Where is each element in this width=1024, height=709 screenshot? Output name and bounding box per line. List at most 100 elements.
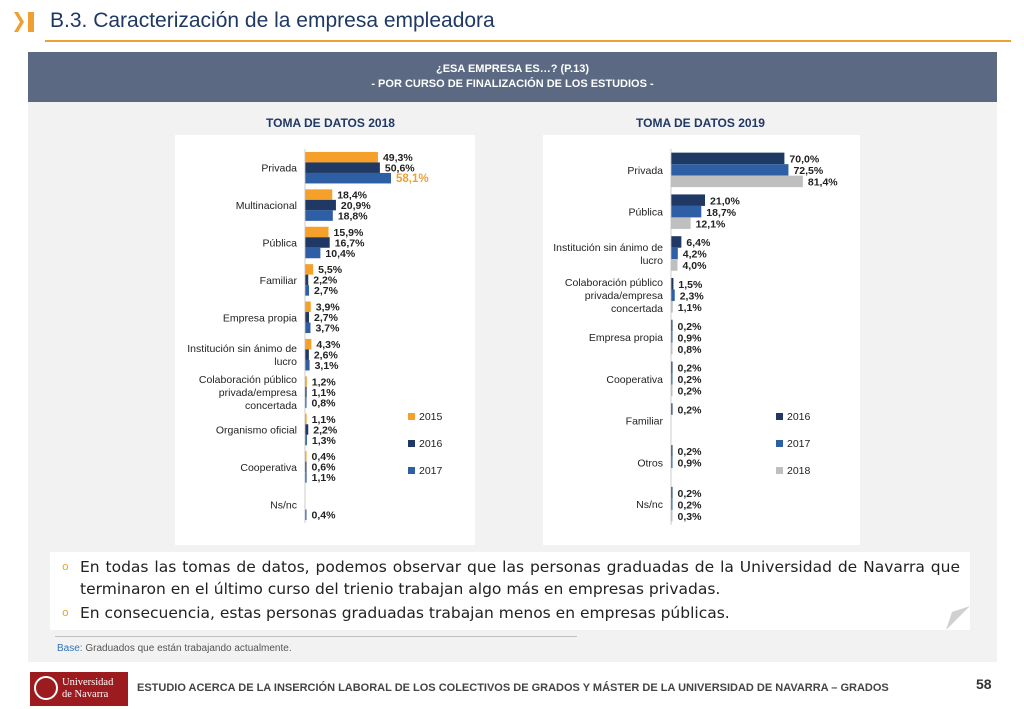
bar-2017-privada: [671, 164, 789, 176]
category-label-organismo-oficial: Organismo oficial: [216, 425, 297, 437]
category-label-multinacional: Multinacional: [236, 200, 297, 212]
bar-2017-empresa-propia: [305, 322, 311, 334]
data-label-2017-cooperativa: 1,1%: [312, 472, 337, 484]
data-label-2018-empresa-propia: 0,8%: [678, 344, 703, 356]
bullet-marker: o: [62, 560, 69, 573]
data-label-2016-institucion-sin-animo-de-lucro: 2,6%: [314, 349, 339, 361]
page-title: B.3. Caracterización de la empresa emple…: [50, 9, 495, 32]
data-label-2016-empresa-propia: 2,7%: [314, 312, 339, 324]
bar-2017-ns-nc: [305, 509, 307, 521]
bar-2017-otros: [671, 456, 673, 469]
data-label-2017-empresa-propia: 0,9%: [678, 332, 703, 344]
category-label-colaboracion-publico-privada-empresa-concertada: Colaboración público: [199, 374, 297, 386]
base-note: Base: Graduados que están trabajando act…: [57, 643, 292, 654]
category-label-familiar: Familiar: [260, 275, 298, 287]
bar-2015-privada: [305, 151, 378, 163]
data-label-2017-privada: 58,1%: [396, 173, 429, 185]
base-divider: [55, 636, 577, 637]
bar-2018-institucion-sin-animo-de-lucro: [671, 259, 678, 271]
finding-1-text: En todas las tomas de datos, podemos obs…: [80, 558, 960, 598]
data-label-2015-empresa-propia: 3,9%: [316, 302, 341, 314]
bar-2016-colaboracion-publico-privada-empresa-concertada: [305, 386, 307, 398]
data-label-2016-familiar: 0,2%: [678, 404, 703, 416]
data-label-2017-institucion-sin-animo-de-lucro: 4,2%: [683, 249, 708, 261]
bar-2015-multinacional: [305, 189, 333, 200]
category-label-cooperativa: Cooperativa: [606, 374, 663, 386]
bar-2018-privada: [671, 175, 803, 188]
university-logo: Universidad de Navarra: [30, 672, 128, 706]
chart-2019-svg: Privada70,0%72,5%81,4%Pública21,0%18,7%1…: [553, 149, 838, 525]
base-text: Graduados que están trabajando actualmen…: [85, 643, 292, 654]
bar-2017-privada: [305, 172, 391, 184]
data-label-2018-publica: 12,1%: [696, 218, 726, 230]
legend-label-2016: 2016: [787, 411, 811, 423]
category-label-cooperativa: Cooperativa: [240, 462, 297, 474]
data-label-2017-publica: 18,7%: [706, 207, 736, 219]
legend-swatch-2018: [776, 467, 783, 474]
data-label-2017-publica: 10,4%: [325, 248, 355, 260]
data-label-2016-cooperativa: 0,6%: [312, 462, 337, 474]
bar-2018-publica: [671, 217, 691, 229]
data-label-2016-multinacional: 20,9%: [341, 200, 371, 212]
category-label-colaboracion-publico-privada-empresa-concertada: privada/empresa: [219, 387, 297, 399]
data-label-2016-privada: 50,6%: [385, 162, 415, 174]
bar-2016-familiar: [305, 274, 309, 286]
bar-2018-cooperativa: [671, 384, 673, 397]
bar-2016-empresa-propia: [671, 319, 673, 332]
bar-2015-institucion-sin-animo-de-lucro: [305, 338, 312, 350]
bar-2015-cooperativa: [305, 451, 307, 462]
data-label-2017-institucion-sin-animo-de-lucro: 3,1%: [315, 360, 340, 372]
bar-2017-institucion-sin-animo-de-lucro: [671, 247, 678, 260]
legend-label-2017: 2017: [419, 465, 443, 477]
finding-2: o En consecuencia, estas personas gradua…: [62, 602, 960, 624]
category-label-ns-nc: Ns/nc: [636, 499, 663, 511]
bar-2017-familiar: [305, 285, 309, 296]
data-label-2017-empresa-propia: 3,7%: [315, 323, 340, 335]
bar-2017-colaboracion-publico-privada-empresa-concertada: [671, 289, 675, 301]
data-label-2016-colaboracion-publico-privada-empresa-concertada: 1,5%: [678, 279, 703, 291]
legend-swatch-2015: [408, 413, 415, 420]
bar-2015-familiar: [305, 264, 314, 275]
findings-box: o En todas las tomas de datos, podemos o…: [50, 552, 970, 630]
bar-2016-privada: [305, 162, 380, 173]
legend-swatch-2017: [408, 467, 415, 474]
data-label-2017-organismo-oficial: 1,3%: [312, 435, 337, 447]
bar-2017-publica: [305, 247, 321, 259]
category-label-publica: Pública: [263, 238, 298, 250]
category-label-empresa-propia: Empresa propia: [589, 332, 663, 344]
data-label-2016-publica: 21,0%: [710, 195, 740, 207]
bar-2016-otros: [671, 445, 673, 457]
bar-2016-institucion-sin-animo-de-lucro: [305, 349, 309, 360]
legend-label-2018: 2018: [787, 465, 811, 477]
category-label-institucion-sin-animo-de-lucro: lucro: [274, 356, 297, 368]
legend-label-2016: 2016: [419, 438, 443, 450]
data-label-2016-otros: 0,2%: [678, 446, 703, 458]
category-label-publica: Pública: [629, 207, 664, 219]
bar-2016-cooperativa: [671, 361, 673, 374]
legend-swatch-2016: [408, 440, 415, 447]
page-curl-icon: [946, 606, 970, 630]
logo-line-2: de Navarra: [62, 689, 109, 700]
header-divider: [45, 40, 1011, 42]
legend-label-2017: 2017: [787, 438, 811, 450]
data-label-2017-ns-nc: 0,2%: [678, 499, 703, 511]
data-label-2015-colaboracion-publico-privada-empresa-concertada: 1,2%: [312, 376, 337, 388]
data-label-2016-institucion-sin-animo-de-lucro: 6,4%: [686, 237, 711, 249]
chevron-right-icon: [14, 12, 34, 32]
category-label-institucion-sin-animo-de-lucro: lucro: [640, 255, 663, 267]
chart-2018: Privada 49,3% 50,6% 58,1% Multinacional 18,4%…: [175, 135, 475, 545]
data-label-2016-publica: 16,7%: [335, 237, 365, 249]
data-label-2015-organismo-oficial: 1,1%: [312, 414, 337, 426]
data-label-2017-otros: 0,9%: [678, 458, 703, 470]
data-label-2016-privada: 70,0%: [789, 154, 819, 166]
data-label-2018-colaboracion-publico-privada-empresa-concertada: 1,1%: [678, 302, 703, 314]
category-label-colaboracion-publico-privada-empresa-concertada: privada/empresa: [585, 290, 663, 302]
category-label-colaboracion-publico-privada-empresa-concertada: concertada: [245, 400, 297, 412]
category-label-institucion-sin-animo-de-lucro: Institución sin ánimo de: [187, 343, 297, 355]
logo-line-1: Universidad: [62, 677, 114, 688]
bar-2017-colaboracion-publico-privada-empresa-concertada: [305, 397, 307, 408]
bar-2016-cooperativa: [305, 461, 307, 473]
logo-name: Universidad de Navarra: [62, 677, 113, 701]
bar-2017-ns-nc: [671, 498, 673, 510]
bar-2015-colaboracion-publico-privada-empresa-concertada: [305, 376, 307, 387]
